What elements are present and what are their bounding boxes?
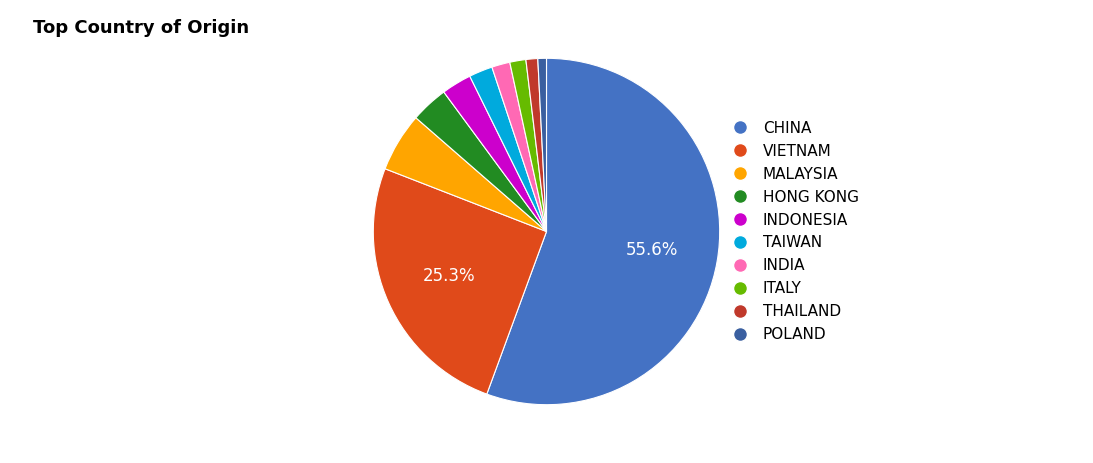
Wedge shape: [526, 58, 546, 232]
Wedge shape: [385, 118, 546, 232]
Text: 55.6%: 55.6%: [626, 241, 679, 259]
Wedge shape: [444, 76, 546, 232]
Text: Top Country of Origin: Top Country of Origin: [33, 19, 249, 37]
Wedge shape: [470, 67, 546, 231]
Wedge shape: [492, 62, 546, 232]
Text: 25.3%: 25.3%: [422, 267, 475, 285]
Legend: CHINA, VIETNAM, MALAYSIA, HONG KONG, INDONESIA, TAIWAN, INDIA, ITALY, THAILAND, : CHINA, VIETNAM, MALAYSIA, HONG KONG, IND…: [719, 115, 865, 348]
Wedge shape: [415, 92, 546, 232]
Wedge shape: [374, 169, 546, 394]
Wedge shape: [509, 60, 546, 232]
Wedge shape: [538, 58, 546, 232]
Wedge shape: [486, 58, 719, 405]
